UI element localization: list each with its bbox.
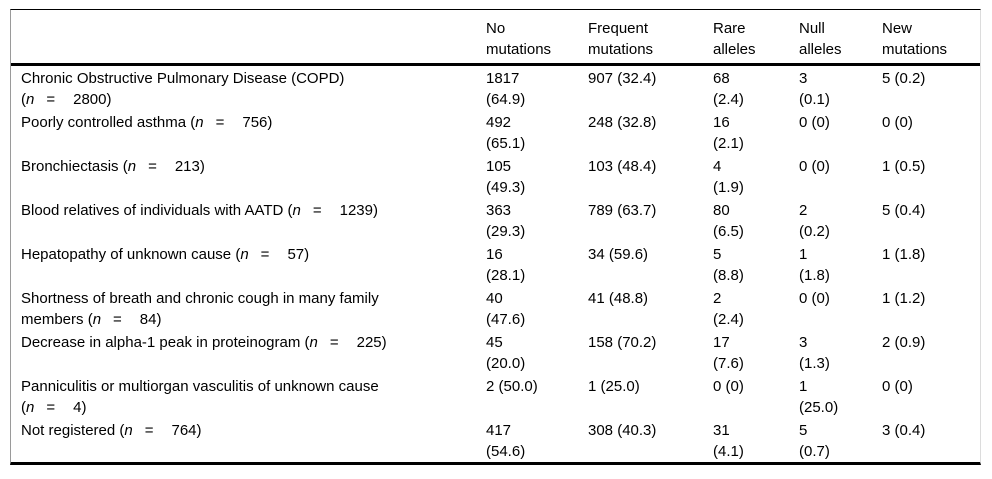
- row-label-text: Not registered: [21, 422, 120, 439]
- table-row-not-registered: Not registered (n = 764) 417 (54.6) 308 (4…: [11, 418, 980, 462]
- row-label-text: Panniculitis or multiorgan vasculitis of…: [21, 378, 379, 395]
- header-row: No mutations Frequent mutations Rare all…: [11, 10, 980, 66]
- table-row-panniculitis: Panniculitis or multiorgan vasculitis of…: [11, 374, 980, 418]
- cell-new-mutations: 2 (0.9): [882, 334, 926, 351]
- table-row-asthma: Poorly controlled asthma (n = 756) 492 (65…: [11, 110, 980, 154]
- cell-frequent-mutations: 248 (32.8): [588, 114, 657, 131]
- cell-frequent-mutations: 34 (59.6): [588, 246, 649, 263]
- table-row-bronchiectasis: Bronchiectasis (n = 213) 105 (49.3) 103 (4…: [11, 154, 980, 198]
- row-label: Blood relatives of individuals with AATD…: [11, 198, 476, 242]
- cell-rare-alleles: 31 (4.1): [713, 422, 744, 460]
- cell-rare-alleles: 5 (8.8): [713, 246, 744, 284]
- row-label: Poorly controlled asthma (n = 756): [11, 110, 476, 154]
- cell-null-alleles: 0 (0): [799, 290, 830, 307]
- table-row-alpha1-peak-decrease: Decrease in alpha-1 peak in proteinogram…: [11, 330, 980, 374]
- column-header-null-alleles: Null alleles: [789, 10, 872, 66]
- n-count: (n = 1239): [287, 202, 378, 219]
- cell-no-mutations: 105 (49.3): [486, 158, 526, 196]
- mutation-distribution-table: No mutations Frequent mutations Rare all…: [10, 9, 981, 465]
- n-count: (n = 213): [122, 158, 205, 175]
- cell-new-mutations: 3 (0.4): [882, 422, 926, 439]
- cell-no-mutations: 1817 (64.9): [486, 70, 526, 108]
- cell-frequent-mutations: 158 (70.2): [588, 334, 657, 351]
- row-label-text: Bronchiectasis: [21, 158, 123, 175]
- cell-null-alleles: 3 (0.1): [799, 70, 830, 108]
- cell-no-mutations: 16 (28.1): [486, 246, 526, 284]
- cell-no-mutations: 492 (65.1): [486, 114, 526, 152]
- cell-rare-alleles: 16 (2.1): [713, 114, 744, 152]
- table-row-shortness-of-breath: Shortness of breath and chronic cough in…: [11, 286, 980, 330]
- column-header-no-mutations: No mutations: [476, 10, 578, 66]
- column-header-new-mutations: New mutations: [872, 10, 980, 66]
- cell-no-mutations: 417 (54.6): [486, 422, 526, 460]
- n-count: (n = 225): [304, 334, 387, 351]
- table-row-blood-relatives: Blood relatives of individuals with AATD…: [11, 198, 980, 242]
- cell-frequent-mutations: 907 (32.4): [588, 70, 657, 87]
- n-count: (n = 764): [119, 422, 202, 439]
- cell-rare-alleles: 68 (2.4): [713, 70, 744, 108]
- cell-rare-alleles: 0 (0): [713, 378, 744, 395]
- cell-rare-alleles: 2 (2.4): [713, 290, 744, 328]
- row-label-text: Blood relatives of individuals with AATD: [21, 202, 288, 219]
- n-count: (n = 756): [190, 114, 273, 131]
- cell-frequent-mutations: 308 (40.3): [588, 422, 657, 439]
- cell-frequent-mutations: 41 (48.8): [588, 290, 649, 307]
- cell-null-alleles: 1 (25.0): [799, 378, 839, 416]
- row-label-text: Chronic Obstructive Pulmonary Disease (C…: [21, 70, 345, 87]
- row-label: Not registered (n = 764): [11, 418, 476, 462]
- column-header-rare-alleles: Rare alleles: [703, 10, 789, 66]
- cell-new-mutations: 5 (0.4): [882, 202, 926, 219]
- cell-new-mutations: 0 (0): [882, 114, 913, 131]
- row-label: Bronchiectasis (n = 213): [11, 154, 476, 198]
- table-row-copd: Chronic Obstructive Pulmonary Disease (C…: [11, 65, 980, 111]
- cell-no-mutations: 363 (29.3): [486, 202, 526, 240]
- n-count: (n = 4): [21, 399, 87, 416]
- cell-null-alleles: 3 (1.3): [799, 334, 830, 372]
- cell-null-alleles: 1 (1.8): [799, 246, 830, 284]
- data-table: No mutations Frequent mutations Rare all…: [11, 10, 980, 462]
- row-label: Hepatopathy of unknown cause (n = 57): [11, 242, 476, 286]
- row-label: Shortness of breath and chronic cough in…: [11, 286, 476, 330]
- column-header-frequent-mutations: Frequent mutations: [578, 10, 703, 66]
- cell-no-mutations: 2 (50.0): [486, 378, 538, 395]
- cell-new-mutations: 5 (0.2): [882, 70, 926, 87]
- row-label-text: Decrease in alpha-1 peak in proteinogram: [21, 334, 305, 351]
- cell-null-alleles: 5 (0.7): [799, 422, 830, 460]
- cell-new-mutations: 1 (1.2): [882, 290, 926, 307]
- cell-frequent-mutations: 103 (48.4): [588, 158, 657, 175]
- cell-rare-alleles: 4 (1.9): [713, 158, 744, 196]
- row-label-text: Shortness of breath and chronic cough in…: [21, 290, 379, 328]
- table-row-hepatopathy: Hepatopathy of unknown cause (n = 57) 16 (…: [11, 242, 980, 286]
- row-label: Chronic Obstructive Pulmonary Disease (C…: [11, 65, 476, 111]
- column-header-empty: [11, 10, 476, 66]
- row-label: Decrease in alpha-1 peak in proteinogram…: [11, 330, 476, 374]
- row-label-text: Hepatopathy of unknown cause: [21, 246, 236, 263]
- cell-no-mutations: 40 (47.6): [486, 290, 526, 328]
- row-label: Panniculitis or multiorgan vasculitis of…: [11, 374, 476, 418]
- cell-frequent-mutations: 789 (63.7): [588, 202, 657, 219]
- cell-no-mutations: 45 (20.0): [486, 334, 526, 372]
- n-count: (n = 2800): [21, 91, 112, 108]
- cell-new-mutations: 1 (1.8): [882, 246, 926, 263]
- cell-frequent-mutations: 1 (25.0): [588, 378, 640, 395]
- n-count: (n = 84): [87, 311, 162, 328]
- cell-null-alleles: 2 (0.2): [799, 202, 830, 240]
- cell-rare-alleles: 17 (7.6): [713, 334, 744, 372]
- n-count: (n = 57): [235, 246, 310, 263]
- row-label-text: Poorly controlled asthma: [21, 114, 191, 131]
- cell-null-alleles: 0 (0): [799, 158, 830, 175]
- cell-new-mutations: 1 (0.5): [882, 158, 926, 175]
- cell-rare-alleles: 80 (6.5): [713, 202, 744, 240]
- cell-new-mutations: 0 (0): [882, 378, 913, 395]
- cell-null-alleles: 0 (0): [799, 114, 830, 131]
